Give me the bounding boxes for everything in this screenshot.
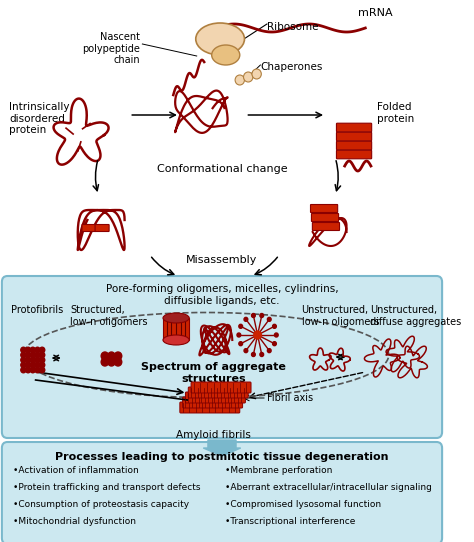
Text: •Protein trafficking and transport defects: •Protein trafficking and transport defec… (13, 483, 201, 492)
Ellipse shape (163, 313, 189, 323)
Circle shape (244, 318, 248, 321)
Circle shape (114, 358, 122, 366)
Text: mRNA: mRNA (358, 8, 392, 18)
Circle shape (21, 347, 26, 353)
Circle shape (252, 313, 255, 318)
Text: •Mitochondrial dysfunction: •Mitochondrial dysfunction (13, 517, 136, 526)
Circle shape (274, 333, 278, 337)
Circle shape (39, 362, 45, 368)
Circle shape (260, 352, 264, 357)
FancyBboxPatch shape (182, 397, 243, 408)
Circle shape (21, 352, 26, 358)
Text: •Activation of inflammation: •Activation of inflammation (13, 466, 139, 475)
FancyBboxPatch shape (337, 141, 372, 150)
FancyBboxPatch shape (2, 276, 442, 438)
FancyBboxPatch shape (312, 223, 339, 230)
Circle shape (21, 367, 26, 373)
Ellipse shape (196, 23, 245, 55)
Circle shape (39, 357, 45, 363)
Circle shape (267, 349, 271, 353)
Circle shape (26, 357, 31, 363)
Circle shape (237, 333, 241, 337)
Circle shape (30, 352, 36, 358)
Circle shape (39, 347, 45, 353)
FancyBboxPatch shape (191, 382, 251, 393)
Text: Misassembly: Misassembly (186, 255, 258, 265)
Text: Nascent
polypeptide
chain: Nascent polypeptide chain (82, 32, 140, 65)
Circle shape (244, 349, 248, 353)
Circle shape (101, 358, 109, 366)
Circle shape (39, 367, 45, 373)
Text: Intrinsically
disordered
protein: Intrinsically disordered protein (9, 102, 70, 135)
Circle shape (273, 324, 276, 328)
Text: •Membrane perforation: •Membrane perforation (225, 466, 332, 475)
FancyBboxPatch shape (163, 318, 189, 340)
FancyBboxPatch shape (337, 132, 372, 141)
Text: Conformational change: Conformational change (157, 164, 287, 174)
Text: Unstructured,
diffuse aggregates: Unstructured, diffuse aggregates (370, 305, 461, 327)
FancyBboxPatch shape (337, 150, 372, 159)
Circle shape (21, 357, 26, 363)
Text: •Consumption of proteostasis capacity: •Consumption of proteostasis capacity (13, 500, 189, 509)
Circle shape (35, 357, 40, 363)
Text: •Compromised lysosomal function: •Compromised lysosomal function (225, 500, 381, 509)
Text: •Aberrant extracellular/intracellular signaling: •Aberrant extracellular/intracellular si… (225, 483, 432, 492)
Circle shape (30, 357, 36, 363)
Circle shape (244, 72, 253, 82)
Circle shape (26, 367, 31, 373)
Circle shape (267, 318, 271, 321)
Circle shape (35, 362, 40, 368)
Text: Processes leading to postmitotic tissue degeneration: Processes leading to postmitotic tissue … (55, 452, 389, 462)
Circle shape (273, 341, 276, 346)
Text: Chaperones: Chaperones (260, 62, 323, 72)
Text: Structured,
low-n oligomers: Structured, low-n oligomers (70, 305, 148, 327)
Circle shape (239, 341, 243, 346)
Circle shape (35, 347, 40, 353)
Text: Ribosome: Ribosome (267, 22, 319, 32)
Circle shape (30, 347, 36, 353)
Circle shape (252, 352, 255, 357)
Text: Protofibrils: Protofibrils (11, 305, 64, 315)
Text: Folded
protein: Folded protein (376, 102, 414, 124)
Circle shape (35, 352, 40, 358)
Ellipse shape (212, 45, 240, 65)
FancyBboxPatch shape (310, 204, 337, 212)
Circle shape (108, 358, 115, 366)
FancyBboxPatch shape (95, 224, 109, 231)
Circle shape (260, 313, 264, 318)
Circle shape (39, 352, 45, 358)
Circle shape (254, 331, 261, 339)
FancyBboxPatch shape (180, 402, 240, 413)
Circle shape (114, 352, 122, 360)
Circle shape (101, 352, 109, 360)
Circle shape (252, 69, 261, 79)
Circle shape (239, 324, 243, 328)
FancyBboxPatch shape (185, 392, 246, 403)
Circle shape (26, 352, 31, 358)
FancyBboxPatch shape (82, 224, 96, 231)
Circle shape (108, 352, 115, 360)
FancyBboxPatch shape (2, 442, 442, 542)
Circle shape (26, 347, 31, 353)
FancyBboxPatch shape (337, 123, 372, 132)
Circle shape (21, 362, 26, 368)
Circle shape (235, 75, 245, 85)
Circle shape (35, 367, 40, 373)
Text: Spectrum of aggregate
structures: Spectrum of aggregate structures (141, 362, 286, 384)
Circle shape (30, 362, 36, 368)
Text: •Transcriptional interference: •Transcriptional interference (225, 517, 355, 526)
Ellipse shape (163, 335, 189, 345)
FancyArrow shape (203, 440, 241, 456)
Circle shape (26, 362, 31, 368)
FancyBboxPatch shape (188, 387, 248, 398)
Text: Fibril axis: Fibril axis (267, 393, 313, 403)
Text: Amyloid fibrils: Amyloid fibrils (176, 430, 251, 440)
Text: Unstructured,
low-n oligomers: Unstructured, low-n oligomers (301, 305, 379, 327)
Circle shape (30, 367, 36, 373)
Text: Pore-forming oligomers, micelles, cylindrins,
diffusible ligands, etc.: Pore-forming oligomers, micelles, cylind… (106, 284, 338, 306)
FancyBboxPatch shape (311, 214, 338, 222)
